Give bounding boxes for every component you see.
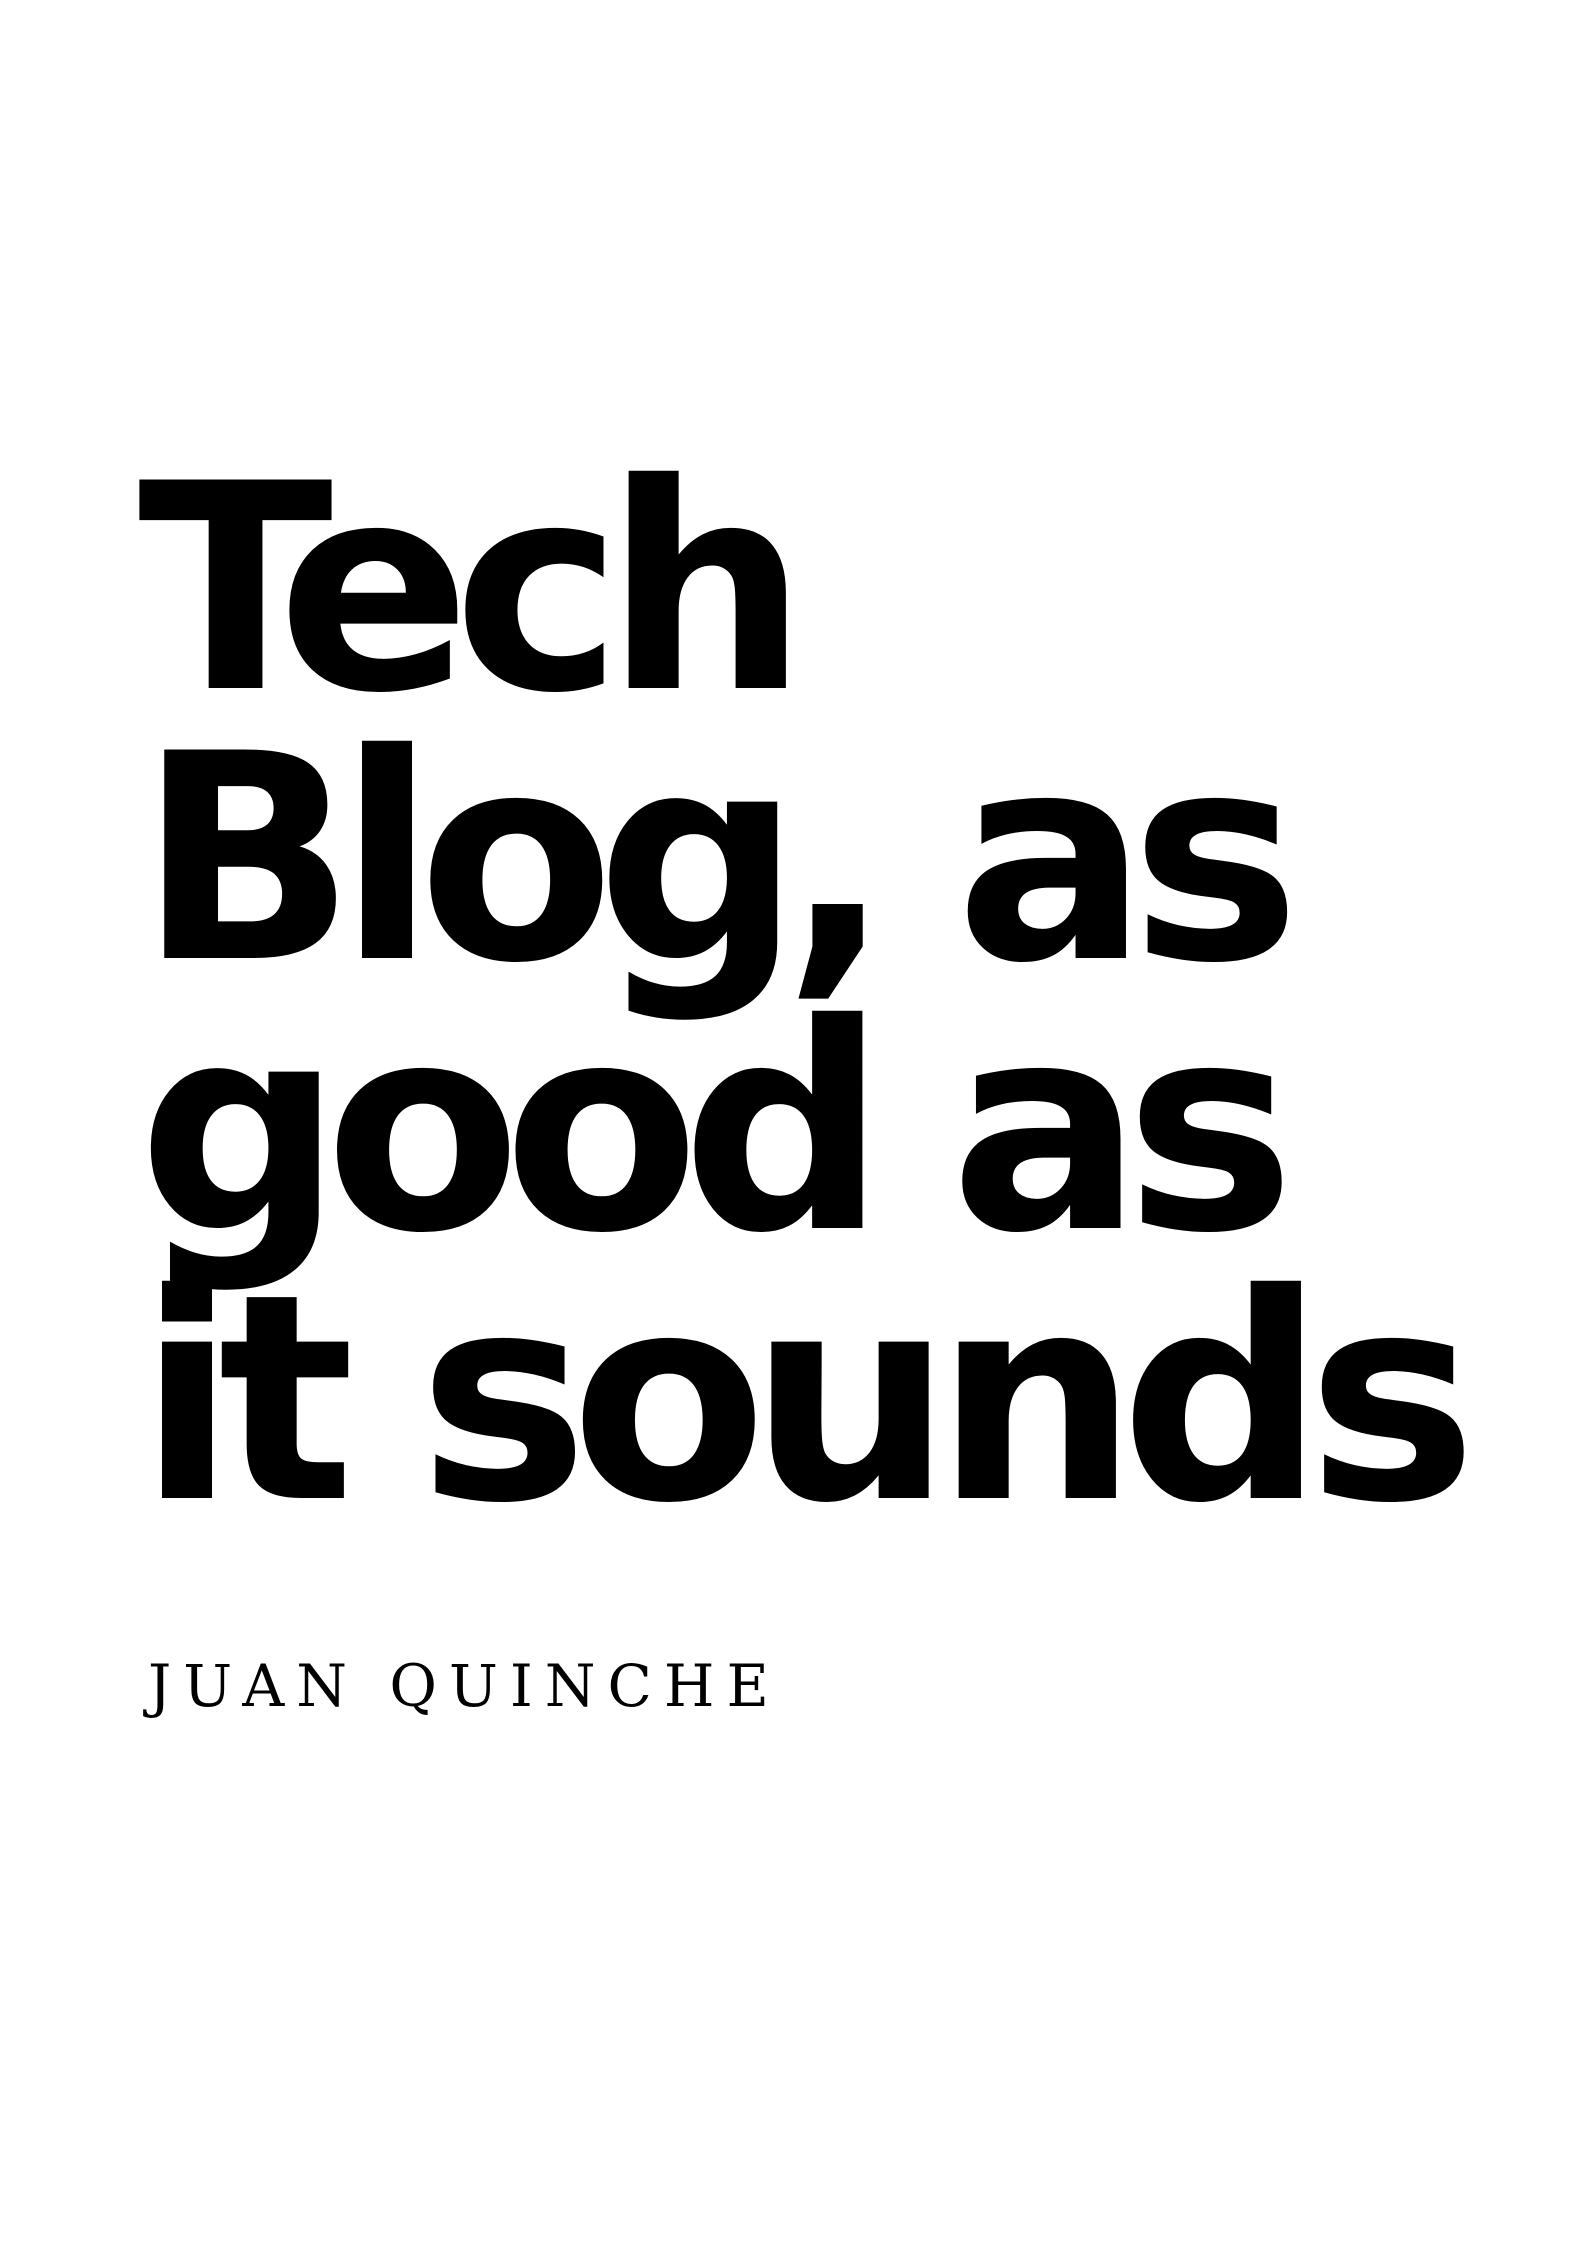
cover-title: Tech Blog, as good as it sounds xyxy=(138,424,1477,1566)
title-line-1: Tech xyxy=(138,424,808,756)
author-name: JUAN QUINCHE xyxy=(148,1652,781,1720)
title-line-3: good as xyxy=(138,964,1295,1296)
title-line-2: Blog, as xyxy=(138,694,1301,1026)
title-line-4: it sounds xyxy=(138,1234,1477,1566)
